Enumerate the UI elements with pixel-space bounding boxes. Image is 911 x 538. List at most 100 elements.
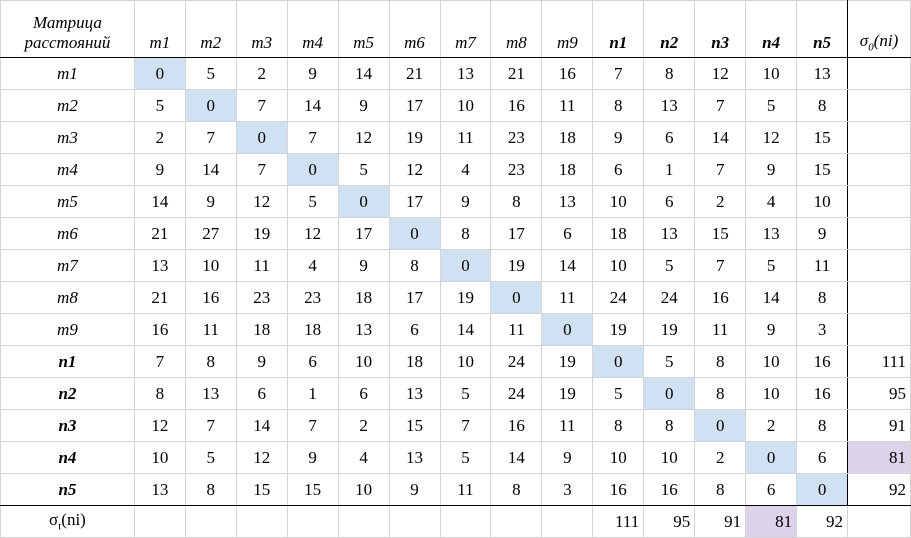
matrix-cell: 10	[643, 441, 696, 474]
matrix-cell: 11	[694, 313, 747, 346]
column-header: n3	[694, 0, 747, 58]
matrix-cell: 6	[541, 217, 594, 250]
diagonal-cell: 0	[643, 377, 696, 410]
sigma-value-cell	[847, 281, 911, 314]
matrix-cell: 21	[388, 57, 441, 90]
matrix-cell: 24	[490, 377, 543, 410]
matrix-cell: 5	[745, 89, 798, 122]
matrix-cell: 9	[337, 249, 390, 282]
row-header: m3	[0, 121, 135, 154]
matrix-cell: 18	[388, 345, 441, 378]
matrix-cell: 12	[337, 121, 390, 154]
matrix-cell: 4	[337, 441, 390, 474]
matrix-cell: 27	[184, 217, 237, 250]
matrix-cell: 18	[592, 217, 645, 250]
matrix-cell: 6	[592, 153, 645, 186]
column-header: m7	[439, 0, 492, 58]
matrix-cell: 10	[439, 89, 492, 122]
sigma-value-cell	[847, 121, 911, 154]
matrix-row: m2 5 0 7 14 9 17 10 16 11 8 13 7 5 8	[0, 89, 911, 122]
matrix-cell: 5	[643, 249, 696, 282]
matrix-cell: 3	[541, 473, 594, 506]
sigma-symbol: σ	[49, 510, 59, 530]
sigma-value-cell	[847, 249, 911, 282]
matrix-cell: 9	[592, 121, 645, 154]
matrix-cell: 6	[796, 441, 849, 474]
matrix-row: m7 13 10 11 4 9 8 0 19 14 10 5 7 5 11	[0, 249, 911, 282]
matrix-cell: 9	[133, 153, 186, 186]
matrix-cell: 7	[592, 57, 645, 90]
matrix-cell: 7	[694, 153, 747, 186]
matrix-cell: 15	[796, 121, 849, 154]
matrix-cell: 8	[694, 473, 747, 506]
matrix-cell: 4	[439, 153, 492, 186]
empty-cell	[847, 505, 911, 538]
matrix-cell: 13	[439, 57, 492, 90]
matrix-cell: 9	[745, 153, 798, 186]
matrix-cell: 11	[235, 249, 288, 282]
matrix-cell: 8	[184, 473, 237, 506]
row-header: n4	[0, 441, 135, 474]
sigma-bottom-cell	[235, 505, 288, 538]
matrix-cell: 18	[541, 121, 594, 154]
column-header: n5	[796, 0, 849, 58]
column-header: m3	[235, 0, 288, 58]
matrix-cell: 12	[133, 409, 186, 442]
header-row: Матрица расстояний m1 m2 m3 m4 m5 m6 m7 m8 m9 n1 n2…	[0, 0, 911, 58]
sigma-bottom-cell: 91	[694, 505, 747, 538]
matrix-cell: 21	[133, 217, 186, 250]
matrix-cell: 14	[184, 153, 237, 186]
row-header: n3	[0, 409, 135, 442]
matrix-row: m1 0 5 2 9 14 21 13 21 16 7 8 12 10 13	[0, 57, 911, 90]
matrix-cell: 11	[490, 313, 543, 346]
sigma-bottom-cell	[184, 505, 237, 538]
sigma-row: σt(ni) 111 95 91 81 92	[0, 505, 911, 538]
matrix-cell: 19	[541, 345, 594, 378]
sigma-bottom-cell: 81	[745, 505, 798, 538]
matrix-cell: 17	[337, 217, 390, 250]
matrix-cell: 8	[643, 409, 696, 442]
matrix-cell: 5	[745, 249, 798, 282]
matrix-cell: 1	[643, 153, 696, 186]
matrix-cell: 11	[184, 313, 237, 346]
matrix-cell: 16	[643, 473, 696, 506]
matrix-cell: 19	[388, 121, 441, 154]
matrix-cell: 8	[592, 409, 645, 442]
sigma-symbol: σ	[859, 30, 869, 50]
column-header: m4	[286, 0, 339, 58]
matrix-cell: 8	[184, 345, 237, 378]
matrix-cell: 6	[643, 121, 696, 154]
sigma-bottom-cell: 111	[592, 505, 645, 538]
matrix-row: m9 16 11 18 18 13 6 14 11 0 19 19 11 9 3	[0, 313, 911, 346]
matrix-cell: 24	[643, 281, 696, 314]
matrix-cell: 6	[388, 313, 441, 346]
diagonal-cell: 0	[694, 409, 747, 442]
matrix-cell: 9	[286, 57, 339, 90]
diagonal-cell: 0	[541, 313, 594, 346]
row-header: m5	[0, 185, 135, 218]
matrix-cell: 10	[592, 249, 645, 282]
matrix-cell: 7	[133, 345, 186, 378]
matrix-cell: 6	[337, 377, 390, 410]
matrix-cell: 7	[235, 153, 288, 186]
matrix-row: n3 12 7 14 7 2 15 7 16 11 8 8 0 2 8 91	[0, 409, 911, 442]
matrix-row: n1 7 8 9 6 10 18 10 24 19 0 5 8 10 16 111	[0, 345, 911, 378]
matrix-cell: 15	[694, 217, 747, 250]
matrix-cell: 8	[694, 345, 747, 378]
sigma-subscript: 0	[868, 41, 874, 53]
matrix-cell: 17	[388, 185, 441, 218]
matrix-row: n2 8 13 6 1 6 13 5 24 19 5 0 8 10 16 95	[0, 377, 911, 410]
diagonal-cell: 0	[286, 153, 339, 186]
matrix-cell: 14	[337, 57, 390, 90]
sigma-bottom-cell	[490, 505, 543, 538]
matrix-cell: 23	[286, 281, 339, 314]
sigma-bottom-cell	[541, 505, 594, 538]
matrix-cell: 8	[796, 281, 849, 314]
matrix-cell: 19	[490, 249, 543, 282]
matrix-cell: 6	[286, 345, 339, 378]
matrix-cell: 16	[796, 377, 849, 410]
matrix-cell: 14	[286, 89, 339, 122]
matrix-cell: 11	[439, 121, 492, 154]
diagonal-cell: 0	[490, 281, 543, 314]
